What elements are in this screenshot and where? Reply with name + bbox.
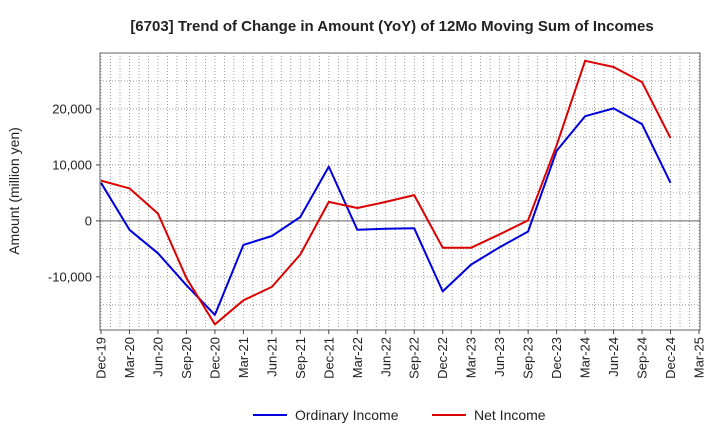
x-tick-label: Sep-22 (407, 337, 422, 379)
x-tick-label: Mar-24 (578, 337, 593, 378)
chart-title: [6703] Trend of Change in Amount (YoY) o… (130, 18, 653, 35)
x-tick-label: Dec-20 (207, 337, 222, 379)
x-tick-label: Mar-21 (236, 337, 251, 378)
legend: Ordinary Income Net Income (253, 407, 546, 423)
plot-area (99, 52, 701, 331)
x-tick-label: Dec-24 (663, 337, 678, 379)
y-axis: -10,000 0 10,000 20,000 (48, 101, 100, 284)
x-tick-label: Jun-24 (606, 337, 621, 377)
y-tick-label: 20,000 (52, 101, 92, 116)
x-tick-label: Jun-20 (150, 337, 165, 377)
x-tick-label: Mar-22 (350, 337, 365, 378)
grid (100, 53, 700, 330)
x-tick-label: Sep-20 (179, 337, 194, 379)
x-tick-label: Sep-21 (293, 337, 308, 379)
series (100, 59, 672, 326)
legend-label: Net Income (474, 407, 546, 423)
x-tick-label: Jun-23 (492, 337, 507, 377)
legend-label: Ordinary Income (295, 407, 399, 423)
x-tick-label: Mar-23 (464, 337, 479, 378)
x-tick-label: Mar-20 (122, 337, 137, 378)
x-tick-label: Dec-19 (94, 337, 109, 379)
x-tick-label: Jun-21 (264, 337, 279, 377)
y-tick-label: 10,000 (52, 157, 92, 172)
x-tick-label: Dec-23 (549, 337, 564, 379)
series-line-net-income (100, 59, 672, 326)
y-tick-label: 0 (85, 213, 92, 228)
x-axis: Dec-19 Mar-20 Jun-20 Sep-20 Dec-20 Mar-21 Jun-… (94, 330, 707, 379)
x-tick-label: Sep-23 (521, 337, 536, 379)
x-tick-label: Dec-21 (321, 337, 336, 379)
y-tick-label: -10,000 (48, 269, 92, 284)
x-tick-label: Sep-24 (635, 337, 650, 379)
x-tick-label: Mar-25 (692, 337, 707, 378)
y-axis-label: Amount (million yen) (6, 127, 22, 255)
x-tick-label: Dec-22 (435, 337, 450, 379)
x-tick-label: Jun-22 (378, 337, 393, 377)
